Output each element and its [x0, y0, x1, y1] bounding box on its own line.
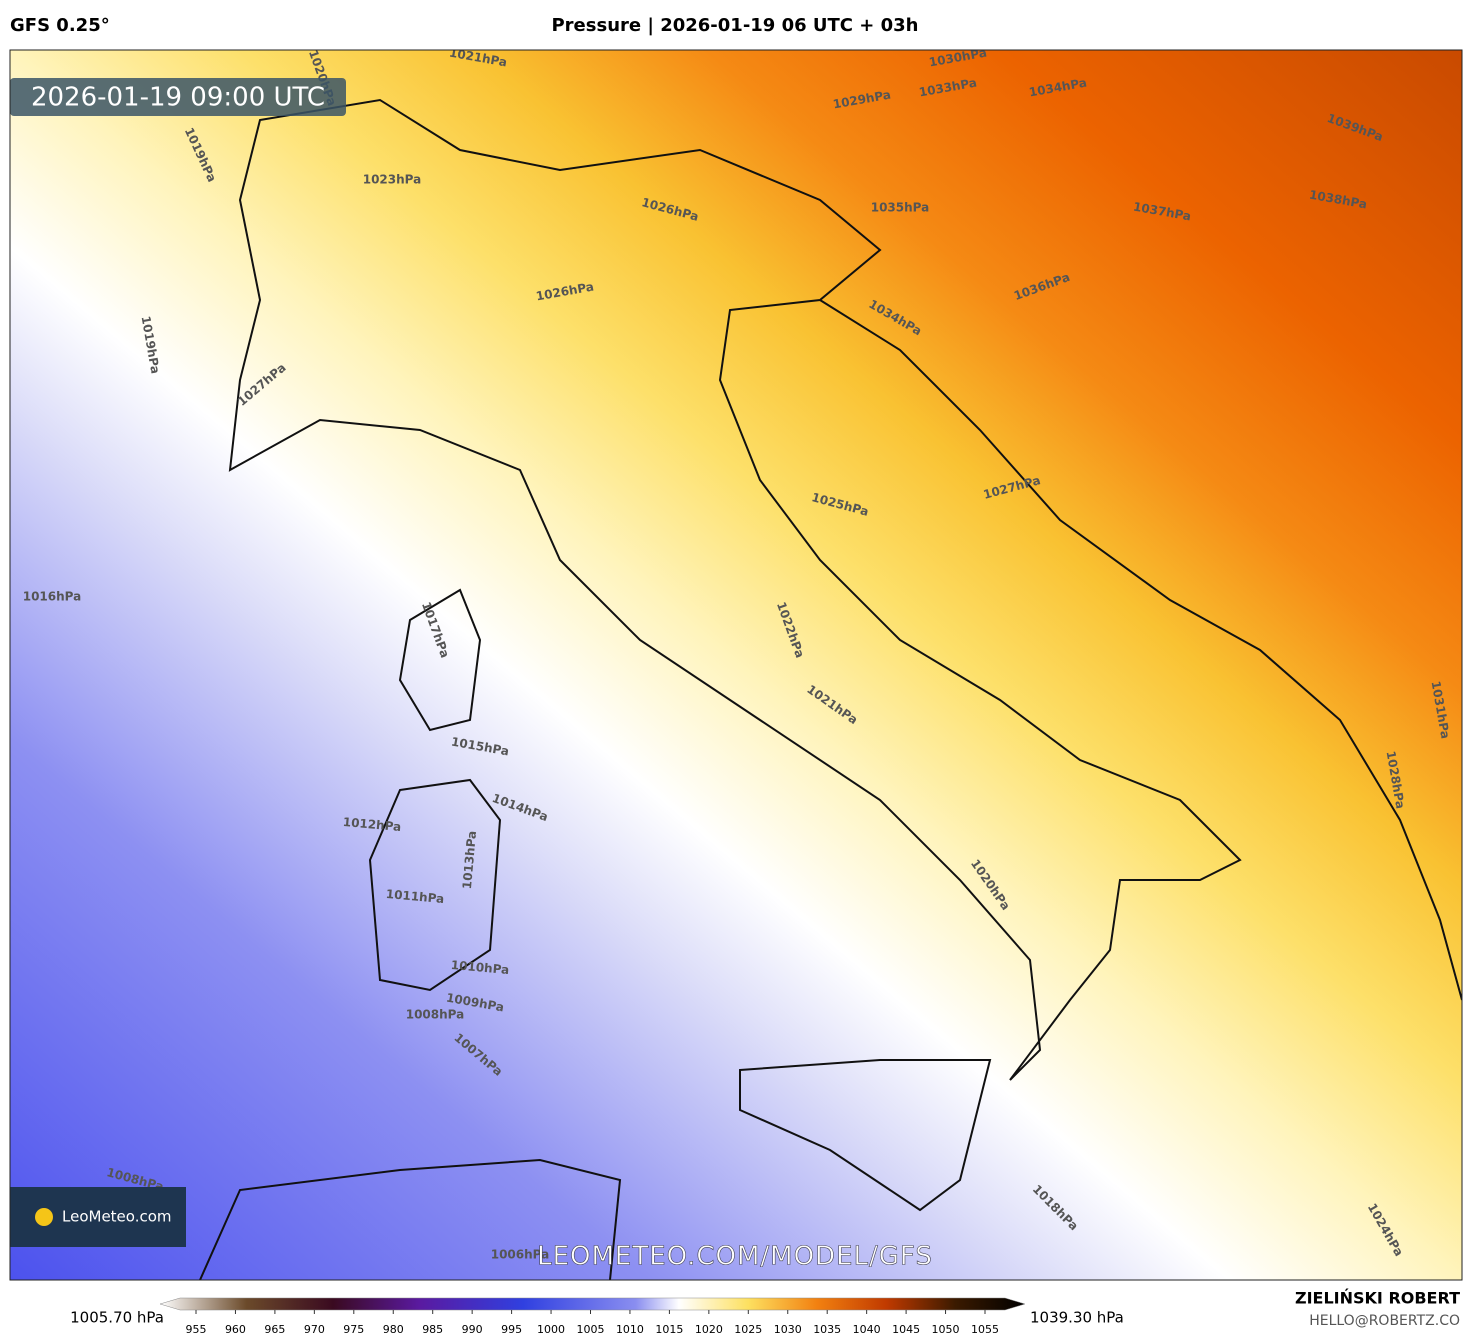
logo-sun: [35, 1208, 53, 1226]
isobar-label: 1010hPa: [450, 958, 510, 977]
time-box: [10, 78, 346, 116]
colorbar-tick-label: 1055: [971, 1323, 999, 1336]
colorbar-tick-label: 1050: [932, 1323, 960, 1336]
colorbar: [159, 1297, 1026, 1311]
coastline: [228, 98, 1242, 1081]
pressure-field: [10, 50, 1462, 1280]
watermark: LEOMETEO.COM/MODEL/GFS: [537, 1242, 933, 1272]
colorbar-tick-label: 995: [501, 1323, 522, 1336]
isobar-label: 1023hPa: [363, 173, 422, 187]
colorbar-tick-label: 1025: [734, 1323, 762, 1336]
colorbar-tick-label: 1005: [577, 1323, 605, 1336]
colorbar-tick-label: 1035: [813, 1323, 841, 1336]
colorbar-tick-label: 1040: [853, 1323, 881, 1336]
isobar-label: 1008hPa: [406, 1008, 465, 1022]
colorbar-tick-label: 1045: [892, 1323, 920, 1336]
isobar-label: 1035hPa: [871, 201, 930, 215]
balkan-coast: [819, 299, 1462, 1001]
isobar-label: 1013hPa: [460, 830, 479, 890]
isobar-label: 1012hPa: [342, 815, 402, 834]
isobar-label: 1016hPa: [23, 590, 82, 604]
isobar-label: 1011hPa: [385, 887, 445, 906]
colorbar-tick-label: 985: [422, 1323, 443, 1336]
colorbar-tick-label: 975: [343, 1323, 364, 1336]
colorbar-tick-label: 980: [383, 1323, 404, 1336]
africa-coast: [199, 1158, 622, 1280]
colorbar-tick-label: 960: [225, 1323, 246, 1336]
colorbar-tick-label: 955: [186, 1323, 207, 1336]
sardinia: [368, 778, 502, 992]
model-name: GFS 0.25°: [10, 15, 110, 36]
colorbar-min: 1005.70 hPa: [70, 1309, 164, 1327]
map-frame: [9, 49, 1463, 1281]
colorbar-tick-label: 1015: [655, 1323, 683, 1336]
colorbar-tick-label: 970: [304, 1323, 325, 1336]
logo: LeoMeteo.com: [62, 1208, 172, 1226]
colorbar-tick-label: 965: [264, 1323, 285, 1336]
colorbar-tick-label: 1010: [616, 1323, 644, 1336]
title: Pressure | 2026-01-19 06 UTC + 03h: [551, 15, 918, 36]
colorbar-tick-label: 1030: [774, 1323, 802, 1336]
colorbar-tick-label: 1020: [695, 1323, 723, 1336]
email: HELLO@ROBERTZ.CO: [1309, 1313, 1460, 1329]
colorbar-tick-label: 1000: [537, 1323, 565, 1336]
isobar-label: 1006hPa: [491, 1248, 550, 1262]
valid-time: 2026-01-19 09:00 UTC: [31, 83, 325, 113]
sicily: [739, 1059, 992, 1212]
colorbar-tick-label: 990: [462, 1323, 483, 1336]
corsica: [398, 588, 482, 732]
colorbar-max: 1039.30 hPa: [1030, 1309, 1124, 1327]
author: ZIELIŃSKI ROBERT: [1295, 1289, 1460, 1308]
